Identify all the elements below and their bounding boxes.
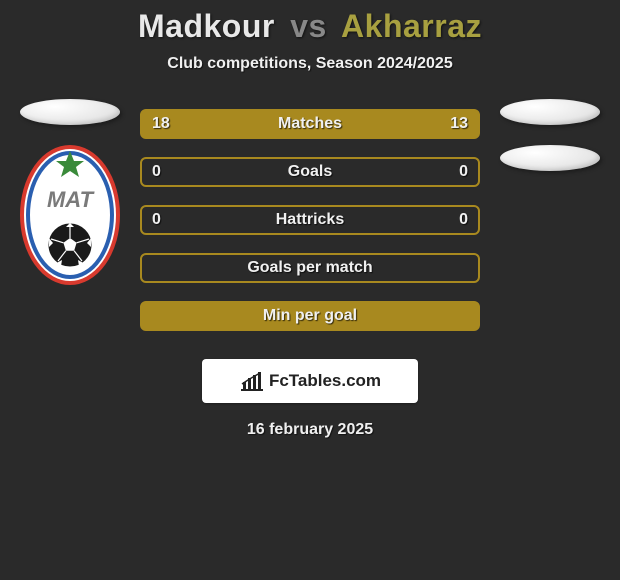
- root: Madkour vs Akharraz Club competitions, S…: [0, 0, 620, 439]
- title-player1: Madkour: [138, 8, 275, 44]
- bar-chart-icon: [239, 370, 265, 392]
- stat-value-left: 0: [152, 163, 161, 181]
- stat-value-right: 0: [459, 163, 468, 181]
- stat-label: Goals per match: [247, 259, 372, 277]
- stat-value-left: 18: [152, 115, 170, 133]
- left-badge-column: MAT: [10, 99, 130, 285]
- page-title: Madkour vs Akharraz: [0, 8, 620, 45]
- stat-value-left: 0: [152, 211, 161, 229]
- stat-label: Hattricks: [276, 211, 344, 229]
- stats-panel: Matches 18 13 Goals 0 0 Hattricks 0 0 Goals per m…: [140, 109, 480, 331]
- stat-row-hattricks: Hattricks 0 0: [140, 205, 480, 235]
- stat-row-goals: Goals 0 0: [140, 157, 480, 187]
- stat-value-right: 13: [450, 115, 468, 133]
- stat-label: Min per goal: [263, 307, 357, 325]
- player1-badge-oval: [20, 99, 120, 125]
- subtitle: Club competitions, Season 2024/2025: [0, 55, 620, 73]
- main-area: MAT: [0, 109, 620, 439]
- right-badge-column: [490, 99, 610, 171]
- title-player2: Akharraz: [341, 8, 482, 44]
- stat-row-goals-per-match: Goals per match: [140, 253, 480, 283]
- stat-row-min-per-goal: Min per goal: [140, 301, 480, 331]
- player2-badge-oval-2: [500, 145, 600, 171]
- title-vs: vs: [290, 8, 327, 44]
- date-line: 16 february 2025: [0, 421, 620, 439]
- crest-icon: MAT: [20, 145, 120, 285]
- stat-row-matches: Matches 18 13: [140, 109, 480, 139]
- stat-value-right: 0: [459, 211, 468, 229]
- svg-text:MAT: MAT: [47, 187, 95, 212]
- fctables-text: FcTables.com: [269, 371, 381, 391]
- player1-club-crest: MAT: [20, 145, 120, 285]
- player2-badge-oval-1: [500, 99, 600, 125]
- fctables-badge: FcTables.com: [202, 359, 418, 403]
- stat-label: Goals: [288, 163, 332, 181]
- stat-label: Matches: [278, 115, 342, 133]
